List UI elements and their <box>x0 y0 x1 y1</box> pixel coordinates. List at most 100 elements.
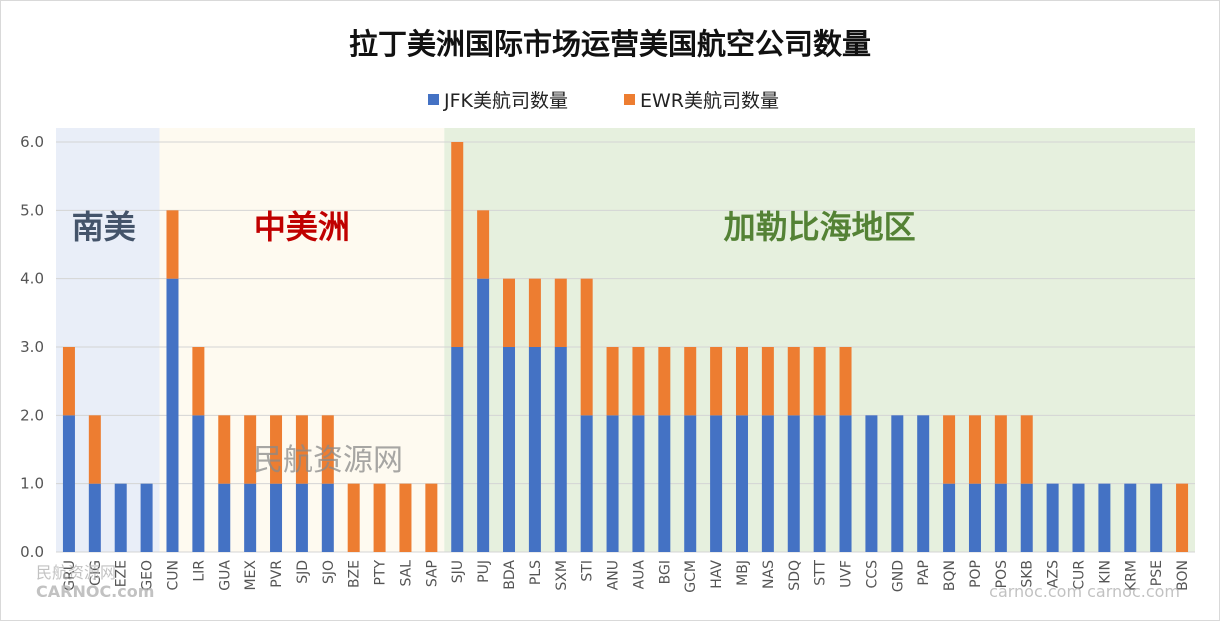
bar-ewr-sxm <box>554 278 567 347</box>
x-tick-label: AUA <box>631 560 647 590</box>
x-tick-label: ANU <box>606 560 622 590</box>
bar-ewr-nas <box>761 347 774 416</box>
x-tick-label: PSE <box>1149 560 1165 586</box>
x-tick-label: MEX <box>243 560 259 591</box>
bar-jfk-mbj <box>735 415 748 552</box>
bar-jfk-stt <box>813 415 826 552</box>
watermark-bottom-left-en: CARNOC.com <box>36 582 154 601</box>
x-tick-label: NAS <box>761 560 777 589</box>
bar-ewr-stt <box>813 347 826 416</box>
bar-jfk-pap <box>917 415 930 552</box>
bar-ewr-gcm <box>684 347 697 416</box>
y-tick-label: 3.0 <box>20 338 44 356</box>
x-tick-label: POS <box>994 560 1010 588</box>
x-tick-label: BON <box>1175 560 1191 591</box>
x-tick-label: UVF <box>839 560 855 588</box>
bar-jfk-gua <box>218 483 231 552</box>
x-tick-label: SJO <box>321 560 337 584</box>
x-tick-label: EZE <box>114 560 130 587</box>
x-tick-label: POP <box>968 560 984 588</box>
bar-ewr-sti <box>580 278 593 416</box>
x-tick-label: CCS <box>864 560 880 589</box>
x-tick-label: PLS <box>528 560 544 585</box>
bar-ewr-anu <box>606 347 619 416</box>
bar-jfk-pse <box>1150 483 1163 552</box>
bar-jfk-sjo <box>321 483 334 552</box>
bar-jfk-lir <box>192 415 205 552</box>
bar-jfk-aua <box>632 415 645 552</box>
bar-ewr-bda <box>503 278 516 347</box>
x-tick-label: SDQ <box>787 560 803 591</box>
bar-jfk-anu <box>606 415 619 552</box>
bar-jfk-pos <box>994 483 1007 552</box>
y-tick-label: 2.0 <box>20 406 44 424</box>
x-tick-label: PAP <box>916 560 932 586</box>
bar-jfk-bgi <box>658 415 671 552</box>
bar-ewr-sjo <box>321 415 334 484</box>
x-tick-label: SAP <box>424 560 440 587</box>
region-label-1: 中美洲 <box>254 208 350 246</box>
bar-jfk-kin <box>1098 483 1111 552</box>
bar-jfk-puj <box>477 278 490 552</box>
x-tick-label: SAL <box>398 560 414 587</box>
bar-ewr-pop <box>968 415 981 484</box>
bar-ewr-skb <box>1020 415 1033 484</box>
bar-ewr-cun <box>166 210 179 279</box>
bar-ewr-lir <box>192 347 205 416</box>
x-tick-label: HAV <box>709 560 725 589</box>
bar-ewr-uvf <box>839 347 852 416</box>
bar-ewr-pty <box>373 483 386 552</box>
watermark-center: 民航资源网 <box>253 443 403 478</box>
bar-ewr-puj <box>477 210 490 279</box>
x-tick-label: KRM <box>1123 560 1139 591</box>
bar-jfk-mex <box>244 483 257 552</box>
bar-jfk-bda <box>503 347 516 552</box>
bar-jfk-sti <box>580 415 593 552</box>
bars <box>62 142 1189 552</box>
bar-jfk-azs <box>1046 483 1059 552</box>
y-tick-label: 6.0 <box>20 133 44 151</box>
bar-jfk-sju <box>451 347 464 552</box>
bar-ewr-hav <box>710 347 723 416</box>
bar-jfk-geo <box>140 483 153 552</box>
x-tick-label: SKB <box>1020 560 1036 588</box>
x-tick-label: CUN <box>165 560 181 591</box>
bar-ewr-bgi <box>658 347 671 416</box>
x-tick-label: PVR <box>269 560 285 588</box>
watermark-bottom-left-cn: 民航资源网 <box>36 563 116 582</box>
bar-jfk-pop <box>968 483 981 552</box>
bar-jfk-uvf <box>839 415 852 552</box>
bar-jfk-sxm <box>554 347 567 552</box>
bar-ewr-gru <box>62 347 75 416</box>
x-axis-ticks: GRU GIG EZE GEO CUN LIR GUA MEX PVR SJD SJO BZE PTY S… <box>62 560 1191 593</box>
watermark-bottom-right: carnoc.com carnoc.com <box>989 582 1180 601</box>
bar-ewr-bon <box>1176 483 1189 552</box>
bar-jfk-hav <box>710 415 723 552</box>
bar-jfk-bqn <box>943 483 956 552</box>
x-tick-label: AZS <box>1046 560 1062 588</box>
x-tick-label: BGI <box>657 560 673 584</box>
x-tick-label: BDA <box>502 560 518 590</box>
x-tick-label: BQN <box>942 560 958 591</box>
bar-jfk-krm <box>1124 483 1137 552</box>
bar-jfk-skb <box>1020 483 1033 552</box>
legend: JFK美航司数量 EWR美航司数量 <box>428 90 779 112</box>
y-tick-label: 5.0 <box>20 201 44 219</box>
bar-jfk-cun <box>166 278 179 552</box>
bar-ewr-sap <box>425 483 438 552</box>
bar-jfk-gnd <box>891 415 904 552</box>
bar-ewr-mex <box>244 415 257 484</box>
x-tick-label: GND <box>890 560 906 592</box>
bar-jfk-ccs <box>865 415 878 552</box>
bar-jfk-sdq <box>787 415 800 552</box>
x-tick-label: SJU <box>450 560 466 583</box>
x-tick-label: GEO <box>140 560 156 591</box>
bar-jfk-pvr <box>270 483 283 552</box>
x-tick-label: PTY <box>373 560 389 586</box>
bar-ewr-gig <box>88 415 101 484</box>
bar-ewr-pvr <box>270 415 283 484</box>
bar-ewr-bqn <box>943 415 956 484</box>
y-axis-ticks: 0.0 1.0 2.0 3.0 4.0 5.0 6.0 <box>20 133 44 561</box>
